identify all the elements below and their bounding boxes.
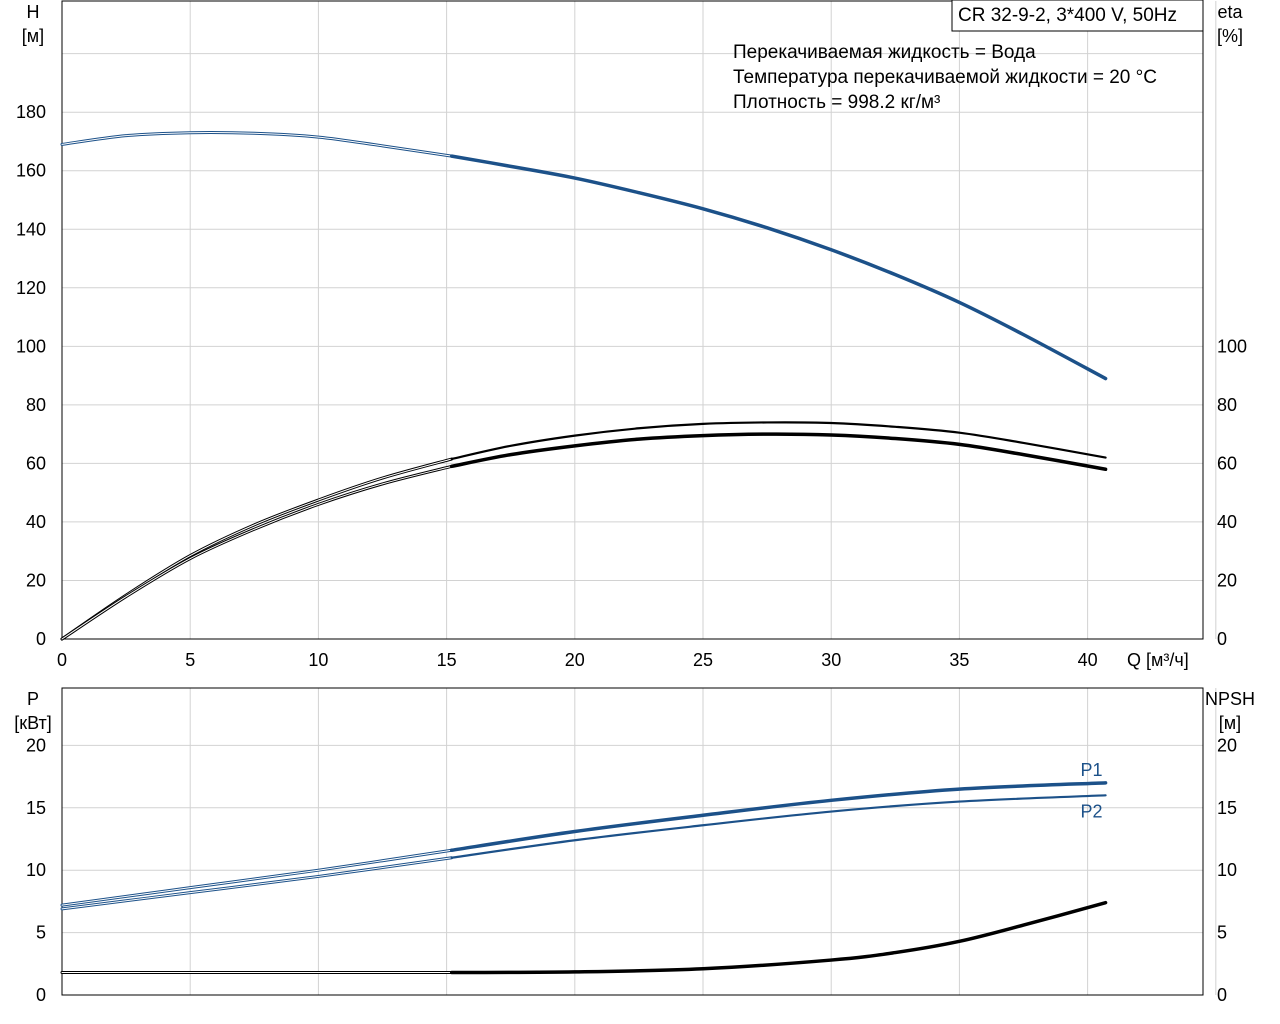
series-label-p1: P1 — [1081, 760, 1103, 780]
chart-title: CR 32-9-2, 3*400 V, 50Hz — [958, 5, 1177, 26]
y-right-axis-label: NPSH — [1205, 689, 1255, 709]
x-tick-label: 15 — [437, 650, 457, 670]
x-tick-label: 5 — [185, 650, 195, 670]
y-left-tick-label: 20 — [26, 570, 46, 590]
series-eta-line — [450, 421, 1107, 461]
y-right-tick-label: 40 — [1217, 512, 1237, 532]
head-efficiency-chart: 020406080100120140160180020406080100H[м]… — [16, 0, 1247, 670]
y-left-tick-label: 180 — [16, 102, 46, 122]
x-tick-label: 20 — [565, 650, 585, 670]
y-right-tick-label: 15 — [1217, 798, 1237, 818]
x-axis-label: Q [м³/ч] — [1127, 650, 1189, 670]
series-h-extended-inner — [61, 132, 453, 157]
y-left-axis-unit: [м] — [22, 26, 44, 46]
y-right-tick-label: 20 — [1217, 570, 1237, 590]
y-left-tick-label: 160 — [16, 161, 46, 181]
series-p1-extended-inner — [61, 849, 453, 906]
x-tick-label: 0 — [57, 650, 67, 670]
y-left-tick-label: 5 — [36, 923, 46, 943]
info-block: Перекачиваемая жидкость = Вода Температу… — [733, 42, 1157, 113]
y-left-tick-label: 100 — [16, 336, 46, 356]
series-eta-total-extended-inner — [61, 465, 453, 640]
title-box: CR 32-9-2, 3*400 V, 50Hz — [951, 0, 1204, 32]
series-label-p2: P2 — [1081, 801, 1103, 821]
series-h — [60, 131, 1108, 381]
x-tick-label: 25 — [693, 650, 713, 670]
y-right-tick-label: 0 — [1217, 629, 1227, 649]
info-line-temperature: Температура перекачиваемой жидкости = 20… — [733, 67, 1157, 88]
x-tick-label: 30 — [821, 650, 841, 670]
plot-frame — [61, 0, 1204, 640]
y-left-tick-label: 15 — [26, 798, 46, 818]
title-box-frame — [951, 0, 1204, 32]
power-npsh-chart: 0 5 10 15 20 0 5 10 15 20 P [кВт] NPSH [м] P1 P2 — [14, 687, 1255, 1005]
info-line-density: Плотность = 998.2 кг/м³ — [733, 92, 940, 113]
series-npsh-line — [449, 900, 1108, 975]
y-left-axis-label: H — [27, 2, 40, 22]
y-left-axis-unit: [кВт] — [14, 713, 52, 733]
series-eta-extended-inner — [61, 458, 453, 640]
y-left-tick-label: 40 — [26, 512, 46, 532]
series-eta — [60, 421, 1107, 641]
series-p2-extended-inner — [61, 857, 453, 910]
y-right-tick-label: 5 — [1217, 923, 1227, 943]
y-right-axis-unit: [м] — [1219, 713, 1241, 733]
plot-frame — [61, 687, 1204, 996]
y-right-tick-label: 20 — [1217, 735, 1237, 755]
y-left-tick-label: 120 — [16, 278, 46, 298]
y-right-tick-label: 10 — [1217, 860, 1237, 880]
info-line-liquid: Перекачиваемая жидкость = Вода — [733, 42, 1036, 63]
y-right-tick-label: 0 — [1217, 985, 1227, 1005]
series-p1: P1 — [60, 760, 1108, 907]
x-tick-label: 10 — [308, 650, 328, 670]
series-eta-total-extended-outer — [60, 464, 454, 641]
y-left-tick-label: 60 — [26, 453, 46, 473]
series-eta-total-line — [449, 432, 1108, 472]
y-right-tick-label: 80 — [1217, 395, 1237, 415]
y-left-tick-label: 20 — [26, 735, 46, 755]
x-tick-label: 40 — [1078, 650, 1098, 670]
series-p1-line — [449, 781, 1108, 852]
series-h-line — [449, 154, 1108, 381]
y-right-tick-label: 60 — [1217, 453, 1237, 473]
y-right-axis-label: eta — [1217, 2, 1243, 22]
series-p2-line — [450, 794, 1107, 859]
y-left-tick-label: 80 — [26, 395, 46, 415]
y-left-tick-label: 140 — [16, 219, 46, 239]
y-left-axis-label: P — [27, 689, 39, 709]
series-eta-total — [60, 432, 1108, 641]
series-eta-extended-outer — [60, 457, 454, 641]
y-right-tick-label: 100 — [1217, 336, 1247, 356]
y-left-tick-label: 10 — [26, 860, 46, 880]
y-left-tick-label: 0 — [36, 629, 46, 649]
series-npsh — [60, 900, 1108, 975]
y-left-tick-label: 0 — [36, 985, 46, 1005]
y-right-axis-unit: [%] — [1217, 26, 1243, 46]
series-p2: P2 — [60, 794, 1107, 911]
x-tick-label: 35 — [949, 650, 969, 670]
